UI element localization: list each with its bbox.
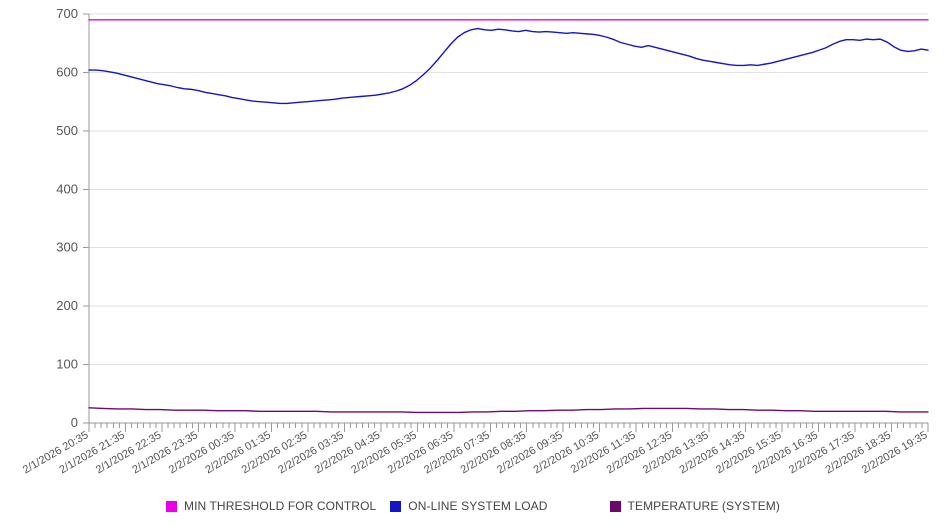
legend-color-swatch — [165, 500, 177, 512]
svg-text:400: 400 — [56, 181, 78, 196]
svg-text:200: 200 — [56, 298, 78, 313]
svg-text:600: 600 — [56, 64, 78, 79]
svg-text:300: 300 — [56, 240, 78, 255]
legend-label: MIN THRESHOLD FOR CONTROL — [183, 499, 377, 513]
legend-label: ON-LINE SYSTEM LOAD — [408, 499, 548, 513]
svg-text:0: 0 — [71, 415, 78, 430]
chart-legend: MIN THRESHOLD FOR CONTROL ON-LINE SYSTEM … — [0, 494, 946, 518]
svg-text:100: 100 — [56, 357, 78, 372]
legend-label: TEMPERATURE (SYSTEM) — [627, 499, 780, 513]
x-tick-labels: 2/1/2026 20:352/1/2026 21:352/1/2026 22:… — [21, 429, 930, 476]
legend-item[interactable]: ON-LINE SYSTEM LOAD — [390, 499, 547, 513]
svg-text:500: 500 — [56, 123, 78, 138]
gridlines — [89, 13, 928, 424]
legend-color-swatch — [390, 500, 402, 512]
data-series — [88, 19, 929, 414]
y-axis: 0 100 200 300 400 500 600 700 — [56, 6, 90, 430]
legend-item[interactable]: MIN THRESHOLD FOR CONTROL — [165, 499, 377, 513]
legend-item[interactable]: TEMPERATURE (SYSTEM) — [609, 499, 780, 513]
legend-color-swatch — [609, 500, 621, 512]
svg-text:700: 700 — [56, 6, 78, 21]
svg-text:2/2/2026 19:35: 2/2/2026 19:35 — [860, 429, 930, 476]
x-axis — [88, 422, 929, 432]
